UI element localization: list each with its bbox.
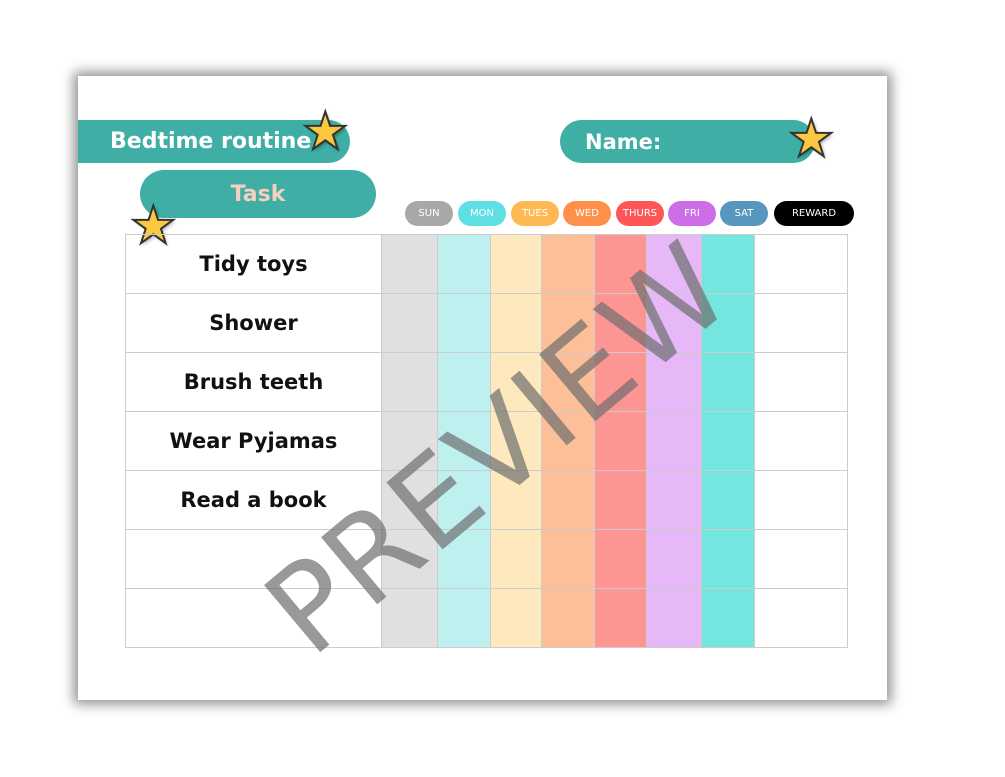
checkbox-cell[interactable] [490,529,542,589]
routine-table: Tidy toys Shower Brush teeth Wear Pyjamas Re… [125,234,848,648]
checkbox-cell[interactable] [490,352,542,412]
checkbox-cell[interactable] [437,293,491,353]
star-icon: ★ [301,102,350,162]
day-label-wed: WED [563,201,611,226]
checkbox-cell[interactable] [541,411,595,471]
checkbox-cell[interactable] [381,293,438,353]
checkbox-cell[interactable] [381,529,438,589]
checkbox-cell[interactable] [594,352,647,412]
reward-cell[interactable] [754,352,848,412]
checkbox-cell[interactable] [594,411,647,471]
checkbox-cell[interactable] [701,293,755,353]
checkbox-cell[interactable] [646,293,702,353]
checkbox-cell[interactable] [541,588,595,648]
task-cell: Wear Pyjamas [125,411,382,471]
task-cell: Brush teeth [125,352,382,412]
reward-cell[interactable] [754,529,848,589]
checkbox-cell[interactable] [490,470,542,530]
day-label-sun: SUN [405,201,453,226]
reward-cell[interactable] [754,588,848,648]
table-row: Read a book [125,470,848,530]
checkbox-cell[interactable] [381,588,438,648]
checkbox-cell[interactable] [437,411,491,471]
checkbox-cell[interactable] [594,470,647,530]
reward-cell[interactable] [754,293,848,353]
task-cell: Tidy toys [125,234,382,294]
checkbox-cell[interactable] [594,293,647,353]
star-icon: ★ [787,109,836,169]
title-banner: Bedtime routine [78,120,350,163]
checkbox-cell[interactable] [437,529,491,589]
checkbox-cell[interactable] [701,588,755,648]
name-banner: Name: [560,120,815,163]
checkbox-cell[interactable] [490,234,542,294]
task-cell: Read a book [125,470,382,530]
checkbox-cell[interactable] [381,352,438,412]
checkbox-cell[interactable] [541,234,595,294]
checkbox-cell[interactable] [646,411,702,471]
checkbox-cell[interactable] [646,352,702,412]
checkbox-cell[interactable] [701,411,755,471]
checkbox-cell[interactable] [646,588,702,648]
reward-cell[interactable] [754,411,848,471]
reward-label: REWARD [774,201,854,226]
checkbox-cell[interactable] [437,352,491,412]
day-label-mon: MON [458,201,506,226]
checkbox-cell[interactable] [490,293,542,353]
checkbox-cell[interactable] [594,588,647,648]
task-cell: Shower [125,293,382,353]
checkbox-cell[interactable] [437,470,491,530]
table-row: Shower [125,293,848,353]
checkbox-cell[interactable] [646,529,702,589]
day-label-sat: SAT [720,201,768,226]
checkbox-cell[interactable] [594,529,647,589]
checkbox-cell[interactable] [701,529,755,589]
checkbox-cell[interactable] [541,293,595,353]
day-label-tues: TUES [511,201,559,226]
table-row: Brush teeth [125,352,848,412]
checkbox-cell[interactable] [646,234,702,294]
checkbox-cell[interactable] [701,352,755,412]
day-label-thurs: THURS [616,201,664,226]
checkbox-cell[interactable] [437,588,491,648]
checkbox-cell[interactable] [646,470,702,530]
reward-cell[interactable] [754,234,848,294]
checkbox-cell[interactable] [381,411,438,471]
checkbox-cell[interactable] [541,470,595,530]
task-cell [125,588,382,648]
checkbox-cell[interactable] [437,234,491,294]
checkbox-cell[interactable] [541,352,595,412]
checkbox-cell[interactable] [701,234,755,294]
checkbox-cell[interactable] [701,470,755,530]
table-row: Tidy toys [125,234,848,294]
table-row [125,588,848,648]
day-label-fri: FRI [668,201,716,226]
table-row: Wear Pyjamas [125,411,848,471]
table-row [125,529,848,589]
checkbox-cell[interactable] [594,234,647,294]
task-header: Task [140,170,376,218]
checkbox-cell[interactable] [541,529,595,589]
reward-cell[interactable] [754,470,848,530]
checkbox-cell[interactable] [381,234,438,294]
checkbox-cell[interactable] [490,588,542,648]
task-cell [125,529,382,589]
